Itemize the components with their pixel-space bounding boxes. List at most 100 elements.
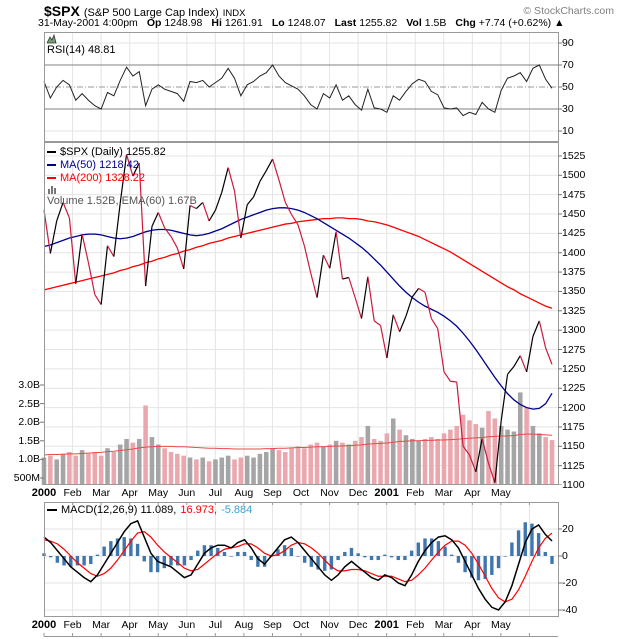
price-segment [291, 214, 299, 226]
volume-bar [232, 459, 237, 485]
axis-label: 1500 [562, 169, 586, 182]
axis-label: 0 [562, 550, 568, 562]
volume-bar [283, 451, 288, 485]
price-segment [335, 231, 344, 280]
month-label: 2001 [374, 487, 399, 499]
price-segment [342, 276, 349, 280]
volume-bar [86, 453, 91, 485]
price-segment [418, 287, 426, 293]
macd-histogram-bar [135, 543, 140, 556]
axis-label: 10 [562, 125, 574, 137]
macd-histogram-bar [349, 547, 354, 556]
quote-value: 1255.82 [359, 17, 398, 29]
volume-bar [498, 425, 504, 485]
volume-bar [410, 438, 415, 485]
price-segment [233, 190, 242, 239]
macd-histogram-bar [102, 546, 106, 556]
volume-bar [105, 448, 110, 485]
price-segment [494, 420, 502, 483]
legend-item: Volume 1.52B, EMA(60) 1.67B [47, 185, 197, 207]
month-label: Sep [263, 619, 282, 631]
copyright: © StockCharts.com [523, 5, 614, 17]
price-segment [538, 320, 547, 349]
month-label: Jun [178, 619, 196, 631]
volume-bar [295, 446, 301, 485]
price-segment [399, 315, 407, 332]
legend-line-icon [47, 177, 56, 180]
macd-histogram-bar [456, 556, 461, 563]
axis-label: 1325 [562, 304, 586, 317]
axis-label: 1425 [562, 227, 586, 240]
month-label: Apr [464, 619, 481, 631]
macd-histogram-bar [470, 556, 474, 578]
volume-bar [238, 457, 244, 485]
price-segment [386, 314, 394, 359]
month-label: Feb [406, 619, 425, 631]
month-label: Apr [121, 487, 138, 499]
macd-histogram-bar [229, 556, 233, 557]
price-segment [252, 181, 261, 198]
axis-label: 500M [13, 472, 40, 484]
price-segment [195, 201, 204, 210]
price-segment [379, 325, 388, 359]
volume-bar [327, 444, 333, 485]
macd-histogram-bar [202, 545, 207, 556]
quote-value: 1261.91 [224, 17, 263, 29]
price-segment [545, 347, 553, 365]
symbol-exchange: INDX [222, 8, 246, 19]
volume-bar [181, 455, 186, 485]
volume-bar [505, 429, 510, 485]
macd-histogram-bar [296, 556, 300, 557]
price-segment [284, 202, 293, 216]
price-segment [75, 234, 83, 284]
axis-label: 1525 [562, 149, 586, 162]
price-segment [468, 454, 477, 473]
quote-values: Op 1248.98 Hi 1261.91 Lo 1248.07 Last 1255.82 Vo… [138, 17, 565, 29]
price-segment [437, 328, 445, 373]
panel-border [44, 502, 559, 617]
price-segment [113, 203, 121, 257]
price-segment [481, 438, 490, 464]
volume-bar [365, 425, 371, 485]
price-segment [265, 158, 274, 171]
macd-histogram-bar [48, 556, 53, 558]
price-segment [316, 254, 324, 298]
macd-histogram-bar [543, 551, 548, 556]
month-label: Feb [406, 487, 425, 499]
price-segment [240, 204, 248, 239]
volume-bar [448, 429, 453, 485]
price-segment [87, 262, 96, 295]
macd-panel [42, 502, 562, 617]
axis-label: 3.0B [18, 379, 40, 391]
axis-label: -20 [562, 577, 578, 589]
legend-line-icon [47, 164, 56, 167]
axis-label: 1125 [562, 459, 585, 472]
volume-bar [136, 438, 142, 485]
volume-bar [422, 438, 428, 485]
volume-bar [219, 457, 225, 485]
macd-histogram-bar [329, 556, 334, 570]
month-label: 2000 [31, 487, 57, 499]
axis-label: 1400 [562, 246, 586, 259]
macd-histogram-bar [129, 538, 133, 556]
macd-histogram-bar [383, 554, 387, 556]
symbol-name: (S&P 500 Large Cap Index) [83, 7, 219, 19]
macd-legend-piece: -5.884 [221, 504, 253, 516]
price-segment [329, 231, 337, 269]
price-segment [354, 297, 363, 319]
volume-bar [270, 448, 275, 485]
volume-bar [257, 453, 263, 485]
price-segment [532, 320, 540, 337]
month-label: 2001 [374, 619, 399, 631]
volume-bar [41, 457, 47, 485]
quote-value: 1248.98 [164, 17, 203, 29]
macd-histogram-bar [396, 556, 400, 561]
macd-histogram-bar [169, 556, 173, 566]
volume-bar [168, 451, 174, 485]
price-segment [189, 204, 197, 210]
macd-histogram-bar [216, 547, 220, 556]
macd-histogram-bar [516, 530, 521, 556]
volume-bar [175, 453, 180, 485]
volume-bar [67, 451, 72, 485]
quote-label: Chg [455, 17, 476, 29]
